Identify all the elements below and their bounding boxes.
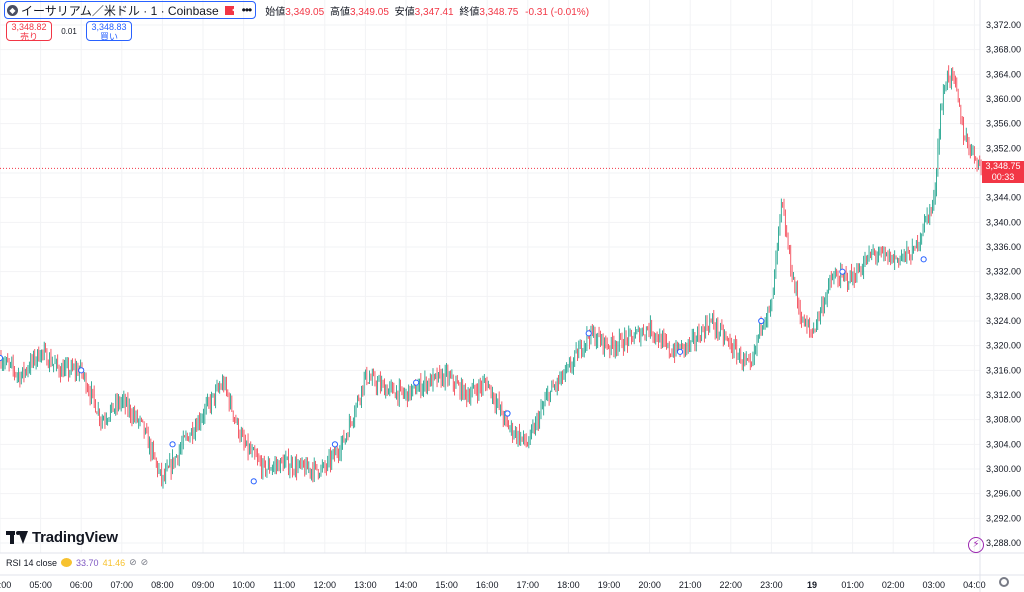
x-tick-label: 02:00	[882, 580, 905, 590]
symbol-title: イーサリアム／米ドル · 1 · Coinbase	[21, 3, 219, 18]
y-tick-label: 3,336.00	[986, 242, 1021, 252]
rsi-visibility-icon[interactable]	[61, 558, 73, 567]
y-tick-label: 3,332.00	[986, 267, 1021, 277]
x-tick-label: 16:00	[476, 580, 499, 590]
trade-buttons: 3,348.82 売り 0.01 3,348.83 買い	[6, 21, 132, 42]
more-icon[interactable]: •••	[241, 3, 253, 17]
hidden-icon[interactable]: ⊘	[129, 557, 137, 567]
rsi-name: RSI 14 close	[6, 557, 58, 568]
x-tick-label: 17:00	[517, 580, 540, 590]
x-tick-label: 22:00	[720, 580, 743, 590]
x-tick-label: 07:00	[111, 580, 134, 590]
lightning-icon[interactable]: ⚡	[968, 537, 984, 553]
x-tick-label: 20:00	[638, 580, 661, 590]
rsi-ma-value: 41.46	[102, 557, 126, 568]
buy-button[interactable]: 3,348.83 買い	[86, 21, 132, 42]
y-tick-label: 3,360.00	[986, 94, 1021, 104]
x-tick-label: 06:00	[70, 580, 93, 590]
y-tick-label: 3,308.00	[986, 415, 1021, 425]
tradingview-logo[interactable]: TradingView	[6, 529, 118, 546]
rsi-indicator-legend[interactable]: RSI 14 close 33.70 41.46 ⊘ ⊘	[6, 557, 148, 568]
event-marker	[0, 354, 4, 362]
rsi-value: 33.70	[76, 557, 99, 568]
x-tick-label: 04:00	[963, 580, 986, 590]
x-tick-label: 09:00	[192, 580, 215, 590]
y-tick-label: 3,300.00	[986, 464, 1021, 474]
last-price-tag: 3,348.75 00:33	[982, 161, 1024, 184]
event-marker	[413, 379, 420, 386]
x-tick-label: 18:00	[557, 580, 580, 590]
y-tick-label: 3,364.00	[986, 69, 1021, 79]
x-tick-label: 03:00	[923, 580, 946, 590]
x-tick-label: 12:00	[314, 580, 337, 590]
x-tick-label: 19	[807, 580, 817, 590]
y-tick-label: 3,340.00	[986, 217, 1021, 227]
x-tick-label: 11:00	[273, 580, 295, 590]
x-tick-label: 14:00	[395, 580, 418, 590]
event-marker	[78, 367, 85, 374]
y-tick-label: 3,292.00	[986, 513, 1021, 523]
y-tick-label: 3,316.00	[986, 365, 1021, 375]
y-tick-label: 3,324.00	[986, 316, 1021, 326]
y-tick-label: 3,356.00	[986, 119, 1021, 129]
y-tick-label: 3,304.00	[986, 439, 1021, 449]
y-tick-label: 3,288.00	[986, 538, 1021, 548]
event-marker	[331, 441, 339, 448]
event-marker	[839, 268, 846, 275]
event-marker	[504, 410, 511, 417]
x-tick-label: 05:00	[29, 580, 52, 590]
y-tick-label: 3,372.00	[986, 20, 1021, 30]
y-tick-label: 3,328.00	[986, 291, 1021, 301]
y-tick-label: 3,368.00	[986, 45, 1021, 55]
event-marker	[920, 256, 927, 263]
x-tick-label: 04:00	[0, 580, 11, 590]
x-tick-label: 23:00	[760, 580, 783, 590]
event-marker	[758, 317, 765, 325]
flag-icon[interactable]	[224, 5, 235, 15]
ethereum-icon: ◆	[7, 4, 18, 16]
x-tick-label: 15:00	[435, 580, 458, 590]
x-tick-label: 21:00	[679, 580, 702, 590]
event-marker	[169, 441, 176, 448]
event-marker	[585, 330, 592, 337]
x-tick-label: 08:00	[151, 580, 174, 590]
ohlc-values: 始値3,349.05 高値3,349.05 安値3,347.41 終値3,348…	[265, 6, 590, 18]
sell-button[interactable]: 3,348.82 売り	[6, 21, 52, 42]
tradingview-wordmark: TradingView	[32, 529, 118, 546]
hidden-icon-2[interactable]: ⊘	[140, 557, 149, 567]
spread-value: 0.01	[61, 26, 77, 36]
x-tick-label: 13:00	[354, 580, 377, 590]
gear-icon[interactable]	[999, 577, 1009, 587]
tradingview-mark-icon	[6, 531, 28, 544]
event-marker	[250, 478, 257, 485]
y-tick-label: 3,312.00	[986, 390, 1021, 400]
x-tick-label: 19:00	[598, 580, 621, 590]
event-marker	[676, 348, 684, 355]
y-tick-label: 3,344.00	[986, 193, 1021, 203]
x-tick-label: 01:00	[841, 580, 864, 590]
chart-legend: ◆ イーサリアム／米ドル · 1 · Coinbase ••• 始値3,349.…	[4, 1, 589, 19]
y-tick-label: 3,320.00	[986, 341, 1021, 351]
y-tick-label: 3,352.00	[986, 143, 1021, 153]
y-tick-label: 3,296.00	[986, 489, 1021, 499]
x-tick-label: 10:00	[232, 580, 255, 590]
symbol-selector[interactable]: ◆ イーサリアム／米ドル · 1 · Coinbase •••	[4, 1, 257, 19]
